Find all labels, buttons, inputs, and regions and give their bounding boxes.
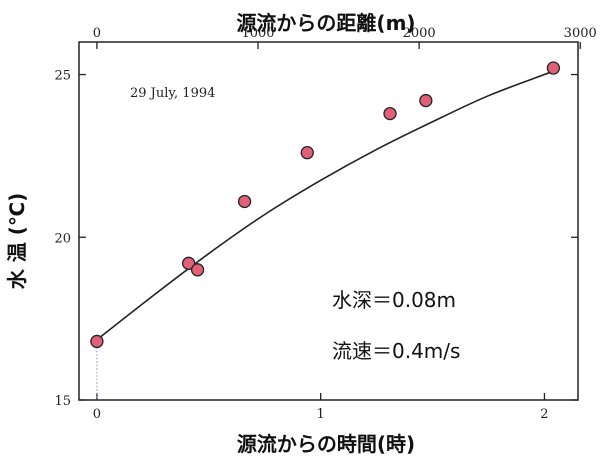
y-tick-label: 15 bbox=[54, 394, 71, 409]
y-axis-title: 水 温 (℃) bbox=[5, 193, 29, 289]
x2-tick-label: 1000 bbox=[241, 26, 274, 41]
y-tick-label: 25 bbox=[54, 69, 71, 84]
date-annotation: 29 July, 1994 bbox=[130, 86, 215, 101]
data-point bbox=[419, 93, 433, 108]
velocity-param: 流速＝0.4m/s bbox=[332, 339, 460, 363]
x-tick-label: 2 bbox=[540, 407, 548, 422]
x-tick-label: 1 bbox=[317, 407, 325, 422]
x-tick-label: 0 bbox=[93, 407, 101, 422]
x2-tick-label: 2000 bbox=[403, 26, 436, 41]
x-axis-title: 源流からの時間(時) bbox=[237, 432, 415, 456]
plot-frame bbox=[78, 41, 579, 401]
data-point bbox=[190, 263, 205, 277]
data-point bbox=[90, 334, 104, 349]
data-point bbox=[546, 61, 561, 75]
depth-param: 水深＝0.08m bbox=[332, 288, 456, 312]
data-point bbox=[383, 106, 397, 121]
plot-border bbox=[78, 41, 579, 401]
fit-curve bbox=[96, 70, 554, 341]
x2-tick-label: 3000 bbox=[564, 26, 597, 41]
y-tick-label: 20 bbox=[54, 231, 71, 246]
x2-tick-label: 0 bbox=[93, 26, 101, 41]
data-point bbox=[237, 194, 252, 209]
data-points bbox=[90, 61, 561, 349]
data-point bbox=[181, 256, 196, 270]
x2-axis-title: 源流からの距離(m) bbox=[236, 11, 415, 35]
data-point bbox=[300, 146, 314, 160]
